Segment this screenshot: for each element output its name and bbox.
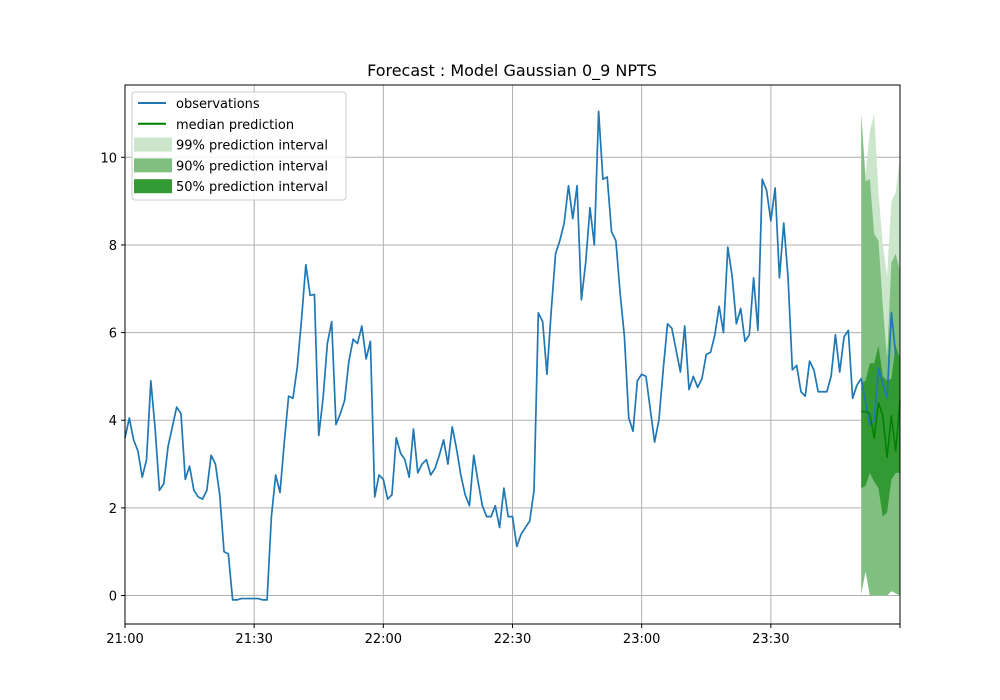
legend-label: 99% prediction interval [176,139,328,154]
x-tick-label: 23:30 [752,632,789,647]
y-tick-label: 10 [100,151,117,166]
axis-ticks: 21:00 21:30 22:00 22:30 23:00 23:30 0 2 4 6 8 10 [100,151,901,647]
legend-box [131,91,347,201]
x-tick-label: 22:30 [494,632,531,647]
series-lines [124,110,901,601]
y-tick-label: 2 [109,502,117,517]
legend-swatch-band-99-interval [134,137,172,152]
y-tick-label: 0 [109,590,117,605]
legend-label: observations [176,97,260,112]
x-tick-label: 23:00 [623,632,660,647]
observations-line [124,110,897,601]
band-90-interval [861,113,900,596]
legend: observations median prediction 99% predict… [131,91,347,201]
legend-label: 90% prediction interval [176,159,328,174]
prediction-bands [861,113,900,596]
legend-swatch-band-90-interval [134,158,172,173]
y-tick-label: 8 [109,239,117,254]
legend-swatch-band-50-interval [134,179,172,194]
median-prediction-line [861,400,901,459]
x-tick-label: 21:30 [235,632,272,647]
chart-title: Forecast : Model Gaussian 0_9 NPTS [367,61,657,81]
x-tick-label: 21:00 [106,632,143,647]
y-tick-label: 6 [109,327,117,342]
y-tick-label: 4 [109,414,117,429]
legend-label: median prediction [176,118,294,133]
band-50-interval [861,345,900,517]
legend-label: 50% prediction interval [176,180,328,195]
x-tick-label: 22:00 [365,632,402,647]
